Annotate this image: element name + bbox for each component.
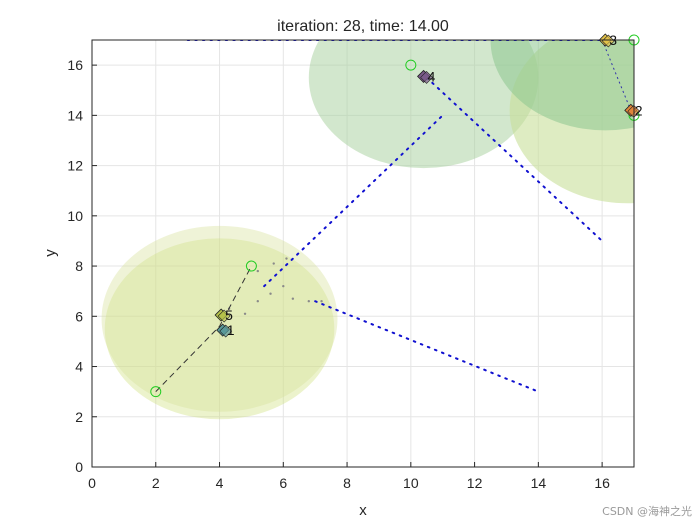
scatter-point: [256, 300, 259, 303]
y-tick-label: 12: [67, 158, 83, 174]
scatter-point: [320, 300, 323, 303]
trail-d: [263, 114, 444, 288]
coverage-circle-5: [490, 40, 634, 131]
start-marker: [245, 260, 257, 272]
x-tick-label: 16: [594, 475, 610, 491]
agent-label-2: 2: [635, 102, 643, 118]
scatter-point: [256, 269, 259, 273]
y-tick-label: 16: [67, 57, 83, 73]
agent-marker-shadow-1: [219, 324, 233, 338]
coverage-circle-3: [308, 40, 539, 169]
scatter-point: [285, 257, 288, 260]
x-axis-label: x: [359, 502, 367, 519]
start-marker: [405, 59, 417, 71]
agent-label-1: 1: [227, 322, 235, 338]
path-5: [155, 265, 252, 392]
scatter-point: [291, 297, 295, 300]
agent-marker-shadow-4: [420, 70, 434, 84]
x-tick-label: 2: [152, 475, 160, 491]
y-tick-label: 6: [75, 308, 83, 324]
x-tick-label: 14: [531, 475, 547, 491]
x-tick-label: 6: [279, 475, 287, 491]
agent-label-5: 5: [225, 307, 233, 323]
agent-paths: [155, 40, 632, 392]
plot-frame: [91, 39, 635, 468]
trail-c: [314, 300, 540, 393]
y-tick-label: 14: [67, 107, 83, 123]
y-axis-label: y: [42, 249, 59, 257]
target-trails: [186, 40, 620, 393]
y-tick-label: 4: [75, 359, 83, 375]
x-ticks: 0 2 4 6 8 10 12 14 16: [88, 462, 610, 491]
x-tick-label: 8: [343, 475, 351, 491]
agent-marker-shadow-3: [601, 34, 615, 48]
scatter-point: [282, 284, 285, 288]
x-tick-label: 10: [403, 475, 419, 491]
y-tick-label: 10: [67, 208, 83, 224]
x-tick-label: 4: [216, 475, 224, 491]
watermark: CSDN @海神之光: [602, 505, 692, 518]
y-tick-label: 2: [75, 409, 83, 425]
scatter-point: [307, 300, 310, 303]
y-ticks: 0 2 4 6 8 10 12 14 16: [67, 57, 97, 475]
scatter-point: [272, 262, 275, 265]
x-tick-label: 12: [467, 475, 483, 491]
chart-title: iteration: 28, time: 14.00: [277, 18, 449, 35]
y-tick-label: 8: [75, 258, 83, 274]
scatter-point: [269, 292, 272, 295]
start-marker: [150, 386, 162, 398]
agent-marker-shadow-5: [217, 309, 231, 323]
y-tick-label: 0: [75, 459, 83, 475]
x-tick-label: 0: [88, 475, 96, 491]
agent-label-4: 4: [428, 68, 436, 84]
scatter-point: [243, 312, 247, 315]
trail-b: [425, 76, 604, 242]
